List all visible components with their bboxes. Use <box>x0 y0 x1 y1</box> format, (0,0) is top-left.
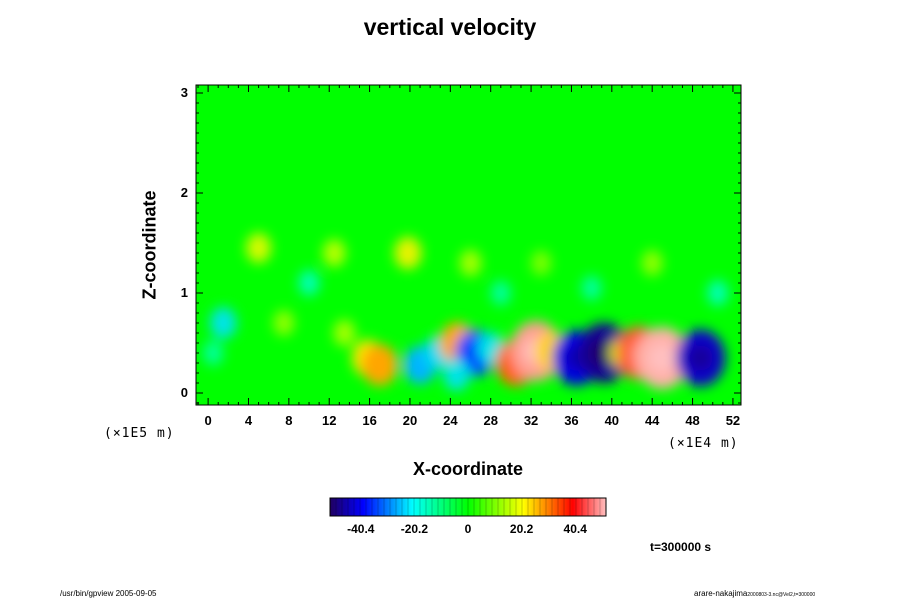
x-tick-label-11: 44 <box>644 413 660 428</box>
velocity-cell-21 <box>246 232 272 264</box>
colorbar-tick-label-4: 40.4 <box>563 522 587 536</box>
velocity-cell-19 <box>209 307 237 339</box>
x-tick-label-5: 20 <box>402 413 418 428</box>
footer-left: /usr/bin/gpview 2005-09-05 <box>60 589 157 598</box>
y-tick-label-1: 1 <box>180 285 188 300</box>
chart-title: vertical velocity <box>363 14 537 40</box>
velocity-cell-23 <box>459 249 482 277</box>
velocity-cell-29 <box>490 280 512 306</box>
x-tick-label-10: 40 <box>604 413 620 428</box>
colorbar-tick-label-2: 0 <box>464 522 472 536</box>
time-label: t=300000 s <box>650 540 712 554</box>
footer-right-small: 2000803-3.nc@Vel2,t=300000 <box>747 592 816 598</box>
velocity-cell-25 <box>530 250 552 276</box>
x-tick-label-2: 8 <box>285 413 293 428</box>
colorbar-tick-label-1: -20.2 <box>400 522 429 536</box>
velocity-cell-28 <box>581 275 602 301</box>
plot-frame <box>195 84 742 406</box>
velocity-core-14 <box>648 344 676 372</box>
velocity-cell-1 <box>361 344 398 386</box>
x-tick-label-9: 36 <box>564 413 579 428</box>
velocity-cell-24 <box>322 239 346 267</box>
colorbar <box>329 497 607 517</box>
x-tick-label-7: 28 <box>483 413 498 428</box>
colorbar-ticks <box>329 498 607 516</box>
velocity-cell-17 <box>333 319 356 347</box>
footer-right: arare-nakajima2000803-3.nc@Vel2,t=300000 <box>694 589 815 598</box>
colorbar-tick-label-0: -40.4 <box>347 522 375 536</box>
colorbar-tick-label-3: 20.2 <box>509 522 534 536</box>
x-tick-label-3: 12 <box>321 413 337 428</box>
y-tick-label-2: 2 <box>180 185 188 200</box>
footer-right-main: arare-nakajima <box>694 589 748 598</box>
velocity-cell-30 <box>707 280 729 306</box>
y-unit-label: (×1E5 m) <box>104 426 175 441</box>
velocity-cell-16 <box>443 359 470 391</box>
x-unit-label: (×1E4 m) <box>668 436 739 451</box>
velocity-cell-26 <box>641 250 663 276</box>
x-tick-label-4: 16 <box>362 413 377 428</box>
velocity-cell-27 <box>298 270 320 296</box>
x-tick-label-0: 0 <box>204 413 212 428</box>
velocity-cell-22 <box>394 236 422 270</box>
velocity-core-15 <box>688 345 713 371</box>
x-tick-label-8: 32 <box>523 413 539 428</box>
x-tick-label-1: 4 <box>244 413 253 428</box>
x-tick-label-12: 48 <box>685 413 700 428</box>
y-axis-label: Z-coordinate <box>139 190 160 300</box>
axis-ticks <box>196 85 741 405</box>
x-tick-label-6: 24 <box>443 413 458 428</box>
x-tick-label-13: 52 <box>725 413 741 428</box>
y-tick-label-3: 3 <box>180 85 188 100</box>
y-tick-label-0: 0 <box>180 385 188 400</box>
velocity-cell-20 <box>202 340 224 366</box>
velocity-core-11 <box>590 339 617 367</box>
velocity-cell-18 <box>273 310 295 336</box>
velocity-field <box>202 232 729 391</box>
x-axis-label: X-coordinate <box>412 459 523 479</box>
